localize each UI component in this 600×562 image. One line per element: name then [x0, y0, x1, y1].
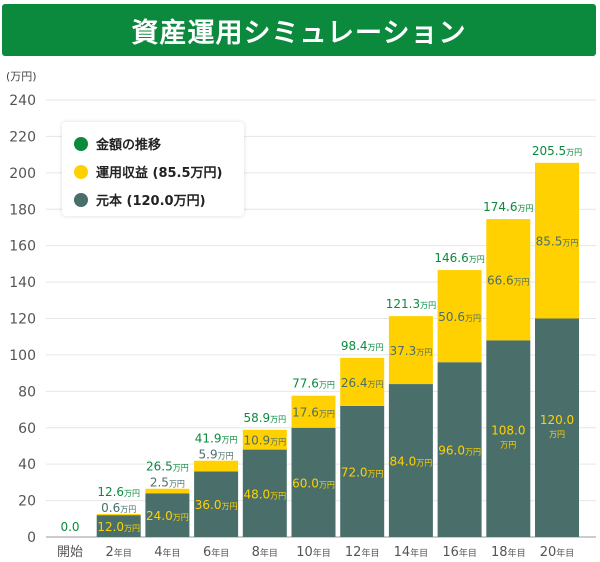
x-category-label: 20年目	[540, 545, 575, 560]
gain-data-label: 5.9万円	[199, 448, 234, 462]
principal-data-label: 48.0万円	[243, 487, 286, 501]
legend-dot-gain	[74, 164, 88, 179]
legend-label-principal: 元本 (120.0万円)	[96, 194, 206, 209]
bar-gain	[486, 219, 531, 341]
x-category-label: 2年目	[106, 545, 132, 560]
bar-principal	[145, 493, 190, 537]
x-category-label: 14年目	[394, 545, 429, 560]
y-tick-label: 160	[9, 239, 36, 255]
legend: 金額の推移 運用収益 (85.5万円) 元本 (120.0万円)	[62, 122, 244, 216]
total-data-label: 205.5万円	[532, 144, 582, 158]
total-data-label: 146.6万円	[434, 251, 484, 265]
legend-item-principal: 元本 (120.0万円)	[74, 190, 206, 209]
bar-gain	[242, 429, 287, 450]
bar-gain	[340, 357, 385, 406]
total-data-label: 12.6万円	[97, 485, 140, 499]
total-data-label: 77.6万円	[292, 377, 335, 391]
y-tick-label: 20	[18, 494, 36, 510]
bar-principal	[388, 384, 433, 537]
bar-gain	[437, 270, 482, 363]
x-category-label: 4年目	[154, 545, 180, 560]
total-data-label: 174.6万円	[483, 200, 533, 214]
y-tick-label: 80	[18, 384, 36, 400]
gain-data-label: 50.6万円	[438, 310, 481, 324]
bar-principal	[486, 340, 531, 537]
bar-gain	[194, 460, 239, 472]
bar-gain	[145, 488, 190, 494]
bar-gain	[291, 395, 336, 428]
principal-data-unit: 万円	[549, 430, 565, 439]
y-tick-label: 0	[27, 530, 36, 546]
y-tick-label: 180	[9, 202, 36, 218]
principal-data-label: 12.0万円	[97, 520, 140, 534]
y-tick-label: 60	[18, 421, 36, 437]
bar-gain	[535, 162, 579, 319]
y-tick-label: 40	[18, 457, 36, 473]
y-tick-label: 240	[9, 93, 36, 109]
legend-dot-total	[74, 136, 88, 151]
x-category-label: 18年目	[491, 545, 526, 560]
legend-label-gain: 運用収益 (85.5万円)	[96, 166, 223, 181]
x-category-label: 16年目	[442, 545, 477, 560]
gain-data-label: 0.6万円	[101, 501, 136, 515]
principal-data-label: 36.0万円	[195, 498, 238, 512]
y-tick-label: 200	[9, 166, 36, 182]
bar-principal	[437, 362, 482, 537]
principal-data-label: 120.0	[540, 413, 574, 427]
total-data-label: 0.0	[60, 520, 79, 534]
total-data-label: 98.4万円	[341, 339, 384, 353]
x-category-label: 12年目	[345, 545, 380, 560]
title-banner: 資産運用シミュレーション	[2, 4, 596, 56]
gain-data-label: 2.5万円	[150, 476, 185, 490]
bar-principal	[291, 427, 336, 537]
principal-data-label: 60.0万円	[292, 476, 335, 490]
y-tick-label: 100	[9, 348, 36, 364]
total-data-label: 26.5万円	[146, 460, 189, 474]
bar-principal	[96, 515, 141, 537]
x-category-label: 6年目	[203, 545, 229, 560]
x-category-label: 開始	[57, 545, 83, 560]
legend-item-total: 金額の推移	[74, 134, 161, 153]
gain-data-label: 85.5万円	[536, 235, 579, 249]
gain-data-label: 17.6万円	[292, 406, 335, 420]
gain-data-label: 10.9万円	[243, 434, 286, 448]
principal-data-label: 24.0万円	[146, 509, 189, 523]
bar-gain	[96, 514, 141, 516]
total-data-label: 41.9万円	[195, 432, 238, 446]
total-data-label: 58.9万円	[243, 411, 286, 425]
y-tick-label: 120	[9, 312, 36, 328]
gain-data-label: 26.4万円	[341, 376, 384, 390]
bar-principal	[194, 471, 239, 537]
principal-data-label: 108.0	[491, 424, 525, 438]
gain-data-label: 37.3万円	[390, 344, 433, 358]
y-axis-unit-label: (万円)	[6, 70, 37, 83]
bar-gain	[388, 316, 433, 385]
legend-dot-principal	[74, 192, 88, 207]
bar-principal	[242, 449, 287, 537]
principal-data-label: 96.0万円	[438, 444, 481, 458]
x-category-label: 8年目	[252, 545, 278, 560]
y-tick-label: 220	[9, 129, 36, 145]
total-data-label: 121.3万円	[386, 297, 436, 311]
legend-label-total: 金額の推移	[96, 138, 162, 153]
principal-data-label: 84.0万円	[390, 455, 433, 469]
chart-title: 資産運用シミュレーション	[131, 17, 467, 49]
bar-principal	[535, 318, 579, 537]
principal-data-label: 72.0万円	[341, 465, 384, 479]
bar-principal	[340, 405, 385, 537]
x-category-label: 10年目	[296, 545, 331, 560]
y-tick-label: 140	[9, 275, 36, 291]
principal-data-unit: 万円	[500, 441, 516, 450]
legend-item-gain: 運用収益 (85.5万円)	[74, 162, 222, 181]
gain-data-label: 66.6万円	[487, 274, 530, 288]
